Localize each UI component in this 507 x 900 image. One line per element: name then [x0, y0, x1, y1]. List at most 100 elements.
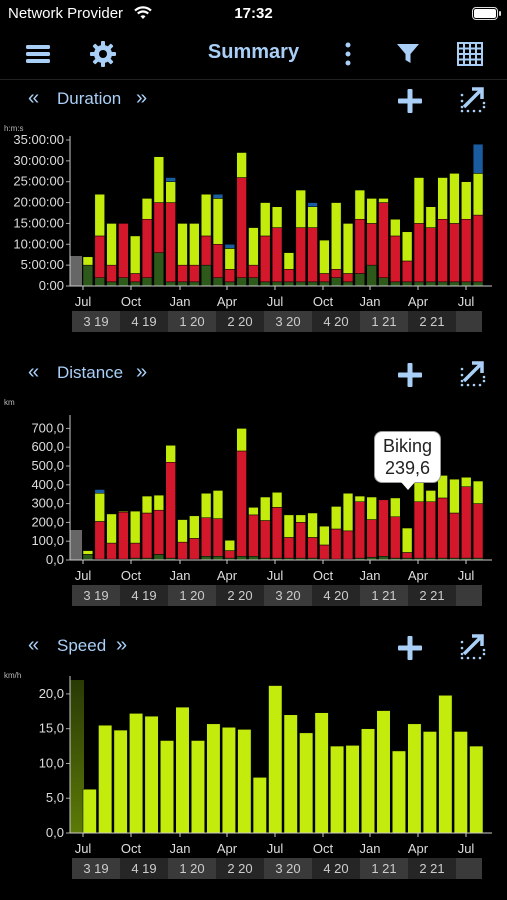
bar-segment [130, 542, 141, 559]
bar-segment [212, 193, 224, 199]
bar-segment [354, 501, 366, 559]
settings-button[interactable] [85, 36, 121, 72]
bar-segment [141, 219, 153, 278]
bar-segment [118, 277, 129, 287]
bar-segment [130, 281, 141, 287]
bar-segment [106, 264, 117, 283]
bar-segment [224, 244, 235, 249]
x-tick-label: Jul [75, 841, 92, 856]
bar-segment [236, 555, 247, 561]
add-icon[interactable] [396, 87, 424, 115]
bar-segment [307, 512, 318, 538]
y-tick-label: 100,0 [31, 533, 64, 548]
bar-segment [153, 494, 165, 511]
bar-segment [295, 514, 306, 523]
bar-segment [366, 264, 377, 287]
chevron-double-left-icon[interactable]: « [28, 87, 40, 109]
bar-segment [331, 202, 342, 270]
quarter-label: 3 19 [83, 861, 108, 876]
bar-segment [390, 219, 401, 237]
bar-segment [130, 273, 141, 283]
quarter-band [408, 858, 456, 879]
quarter-label: 4 20 [323, 588, 348, 603]
bar-segment [378, 198, 389, 203]
bar-segment [461, 281, 472, 287]
distance-unit: km [4, 398, 15, 407]
chevron-double-left-icon[interactable]: « [28, 634, 40, 656]
bar-segment [189, 281, 200, 287]
bar-segment [165, 202, 176, 283]
quarter-label: 1 20 [179, 314, 204, 329]
x-tick-label: Apr [217, 568, 238, 583]
chevron-double-right-icon[interactable]: » [136, 361, 148, 383]
bar-segment [153, 554, 165, 561]
bar-segment [342, 493, 354, 532]
bar-segment [141, 495, 153, 514]
x-tick-label: Jan [360, 568, 381, 583]
menu-button[interactable] [20, 36, 56, 72]
speed-section: 0,0 5,0 10,0 15,0 20,0 Jul Oct Jan Apr Jul Oct Jan A… [0, 630, 507, 900]
duration-section: 0:00 5:00:00 10:00:00 15:00:00 20:00:00 25:00… [0, 83, 507, 353]
bar-segment [271, 206, 283, 228]
bar-segment [331, 528, 342, 560]
bar-segment [206, 723, 221, 834]
expand-icon[interactable] [458, 632, 486, 660]
duration-title: Duration [57, 89, 122, 108]
expand-icon[interactable] [458, 359, 486, 387]
hamburger-icon [26, 45, 50, 63]
chevron-double-left-icon[interactable]: « [28, 361, 40, 383]
bar-segment [307, 281, 318, 287]
bar-segment [260, 281, 271, 287]
add-icon[interactable] [396, 634, 424, 662]
bar-segment [366, 223, 377, 266]
bar-segment [283, 252, 295, 270]
filter-button[interactable] [390, 36, 426, 72]
bar-segment [425, 281, 436, 287]
bar-segment [236, 428, 247, 452]
chevron-double-right-icon[interactable]: » [136, 87, 148, 109]
quarter-label: 1 20 [179, 588, 204, 603]
bar-segment [94, 193, 105, 237]
bar-segment [437, 219, 448, 283]
gear-icon [90, 41, 116, 67]
bar-segment [212, 518, 224, 557]
bar-segment [189, 515, 200, 539]
quarter-label: 2 21 [419, 314, 444, 329]
bar-segment [248, 277, 259, 287]
grid-icon [457, 42, 483, 66]
bar-segment [401, 281, 413, 287]
expand-icon[interactable] [458, 85, 486, 113]
speed-title: Speed [57, 636, 107, 655]
quarter-band [264, 858, 312, 879]
x-tick-label: Jan [170, 294, 191, 309]
nav-bar: Summary [0, 28, 507, 80]
bar-segment [200, 493, 212, 518]
more-button[interactable] [330, 36, 366, 72]
y-tick-label: 5,0 [46, 790, 64, 805]
y-tick-label: 35:00:00 [13, 132, 64, 147]
bar-segment [165, 181, 176, 203]
quarter-band [360, 858, 408, 879]
bar-segment [331, 506, 342, 530]
grid-button[interactable] [452, 36, 488, 72]
bar-segment [295, 281, 306, 287]
bar-segment [345, 745, 360, 834]
chevron-double-right-icon[interactable]: » [116, 634, 128, 656]
y-tick-label: 300,0 [31, 496, 64, 511]
distance-chart: 0,0 100,0 200,0 300,0 400,0 500,0 600,0 700,0 Ju… [31, 415, 492, 606]
bar-segment [407, 723, 422, 834]
bar-segment [342, 223, 354, 274]
bar-segment [106, 223, 117, 266]
bar-segment [307, 202, 318, 207]
bar-segment [236, 177, 247, 278]
bar-segment [449, 478, 460, 514]
bar-segment [165, 461, 176, 559]
bar-segment [331, 269, 342, 278]
speed-header: « Speed » [0, 630, 507, 664]
battery-icon [472, 7, 501, 20]
chart-tooltip: Biking 239,6 [374, 431, 442, 490]
quarter-band [168, 858, 216, 879]
chart-first-bar-shade [70, 530, 82, 560]
y-tick-label: 500,0 [31, 458, 64, 473]
add-icon[interactable] [396, 361, 424, 389]
